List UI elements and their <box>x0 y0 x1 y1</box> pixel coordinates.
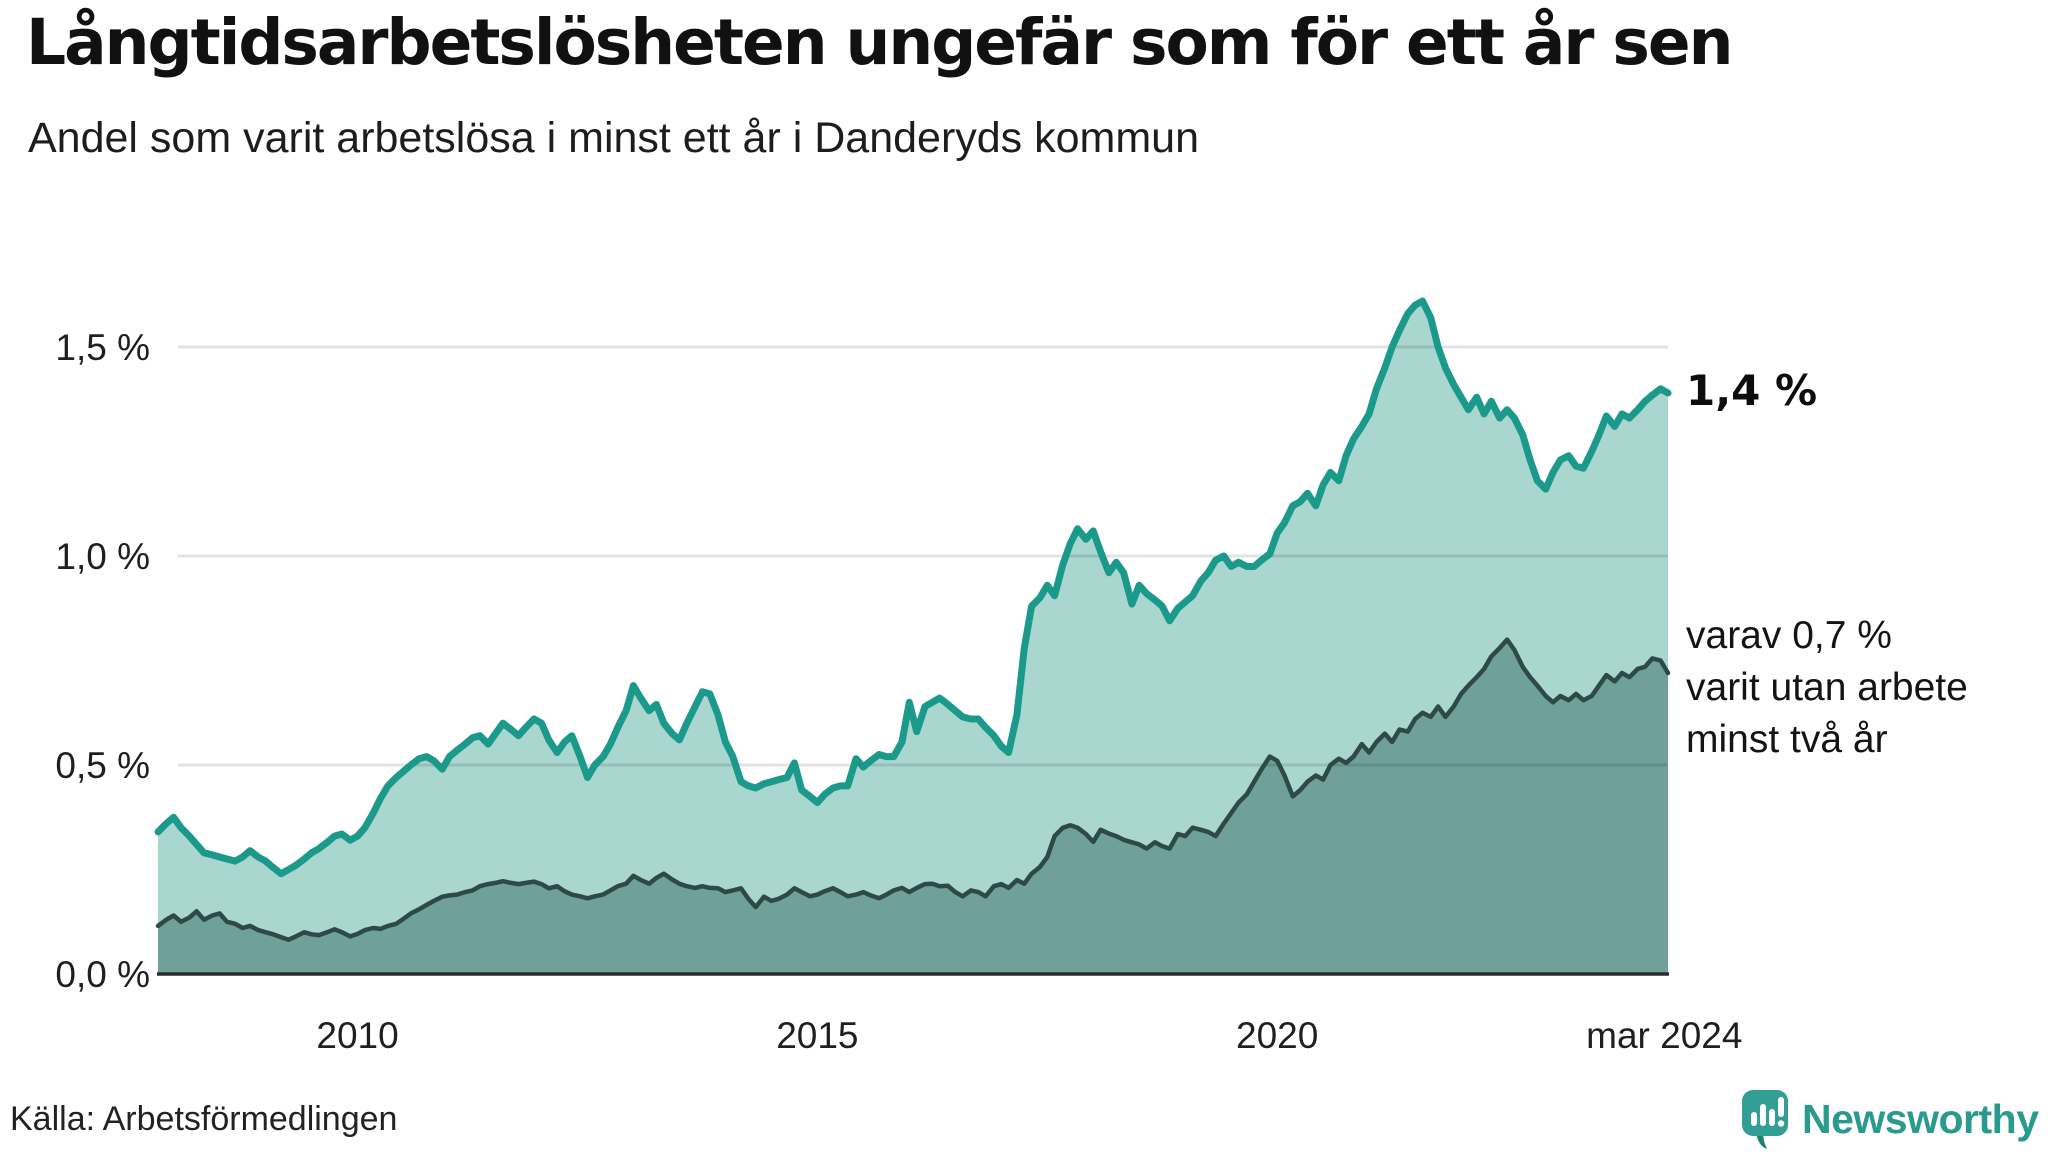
newsworthy-logo-icon <box>1742 1090 1788 1149</box>
x-tick-label: 2015 <box>776 1015 858 1056</box>
line-series-2 <box>155 637 1671 942</box>
chart-subtitle: Andel som varit arbetslösa i minst ett å… <box>28 114 1200 162</box>
annotation-line-1: varav 0,7 % <box>1686 614 1892 657</box>
annotation-line-3: minst två år <box>1686 718 1888 761</box>
y-tick-label: 0,5 % <box>55 745 150 786</box>
area-fill-series-2 <box>158 639 1668 974</box>
x-tick-label: mar 2024 <box>1586 1015 1742 1056</box>
line-series-1 <box>154 297 1672 878</box>
page-title: Långtidsarbetslösheten ungefär som för e… <box>26 6 1734 79</box>
y-tick-label: 1,0 % <box>55 536 150 577</box>
secondary-series-annotation: varav 0,7 % varit utan arbete minst två … <box>1686 610 1968 766</box>
y-tick-label: 0,0 % <box>55 954 150 995</box>
logo-tail <box>1756 1132 1767 1149</box>
source-label: Källa: Arbetsförmedlingen <box>10 1100 398 1138</box>
latest-value-label: 1,4 % <box>1686 366 1818 415</box>
annotation-line-2: varit utan arbete <box>1686 666 1968 709</box>
x-tick-label: 2020 <box>1236 1015 1318 1056</box>
y-tick-label: 1,5 % <box>55 327 150 368</box>
brand-wordmark: Newsworthy <box>1802 1096 2039 1142</box>
x-tick-label: 2010 <box>316 1015 398 1056</box>
